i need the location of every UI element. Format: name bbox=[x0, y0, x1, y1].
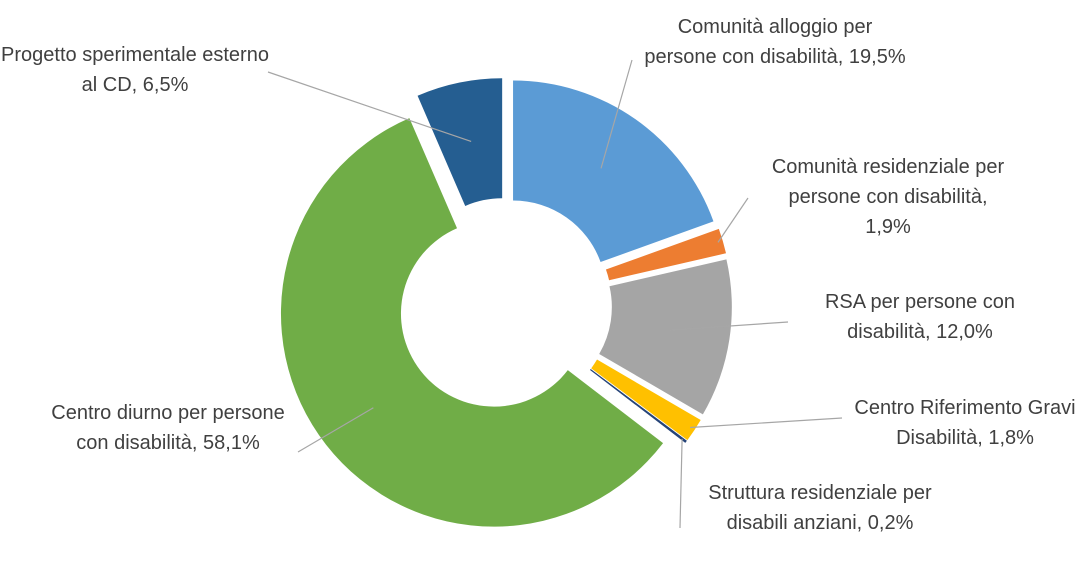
donut-slice bbox=[590, 369, 687, 443]
leader-line bbox=[600, 59, 633, 169]
value-label: 58,1% bbox=[203, 432, 260, 454]
donut-slice bbox=[417, 78, 503, 206]
leader-line bbox=[690, 417, 843, 429]
category-label: Struttura residenziale per disabili anzi… bbox=[708, 482, 932, 534]
category-label: Comunità residenziale per persone con di… bbox=[771, 156, 1005, 208]
value-label: 1,9% bbox=[865, 216, 911, 238]
slice-label: Struttura residenziale per disabili anzi… bbox=[695, 478, 945, 538]
donut-slice bbox=[513, 80, 714, 263]
leader-line bbox=[297, 407, 374, 453]
category-label: Comunità alloggio per persone con disabi… bbox=[644, 16, 873, 68]
category-label: Progetto sperimentale esterno al CD, bbox=[1, 44, 269, 96]
donut-slice bbox=[599, 259, 732, 415]
category-label: RSA per persone con disabilità, bbox=[824, 291, 1016, 343]
slice-label: Centro Riferimento Gravi Disabilità, 1,8… bbox=[850, 393, 1080, 453]
slice-label: Comunità residenziale per persone con di… bbox=[763, 152, 1013, 242]
value-label: 6,5% bbox=[142, 74, 189, 96]
category-label: Centro Riferimento Gravi Disabilità, bbox=[854, 397, 1076, 449]
slice-label: Progetto sperimentale esterno al CD, 6,5… bbox=[0, 40, 270, 100]
leader-line bbox=[679, 438, 683, 529]
value-label: 1,8% bbox=[988, 427, 1034, 449]
donut-slice bbox=[591, 359, 701, 441]
slice-label: Comunità alloggio per persone con disabi… bbox=[640, 12, 910, 72]
value-label: 12,0% bbox=[936, 321, 993, 343]
value-label: 0,2% bbox=[867, 512, 914, 534]
leader-line bbox=[717, 197, 749, 243]
donut-slice bbox=[280, 118, 664, 527]
leader-line bbox=[670, 321, 789, 331]
category-label: Centro diurno per persone con disabilità… bbox=[51, 402, 285, 454]
value-label: 19,5% bbox=[848, 46, 906, 68]
slice-label: RSA per persone con disabilità, 12,0% bbox=[805, 287, 1035, 347]
leader-line bbox=[267, 71, 472, 143]
slice-label: Centro diurno per persone con disabilità… bbox=[38, 398, 298, 458]
donut-slice bbox=[605, 228, 727, 281]
